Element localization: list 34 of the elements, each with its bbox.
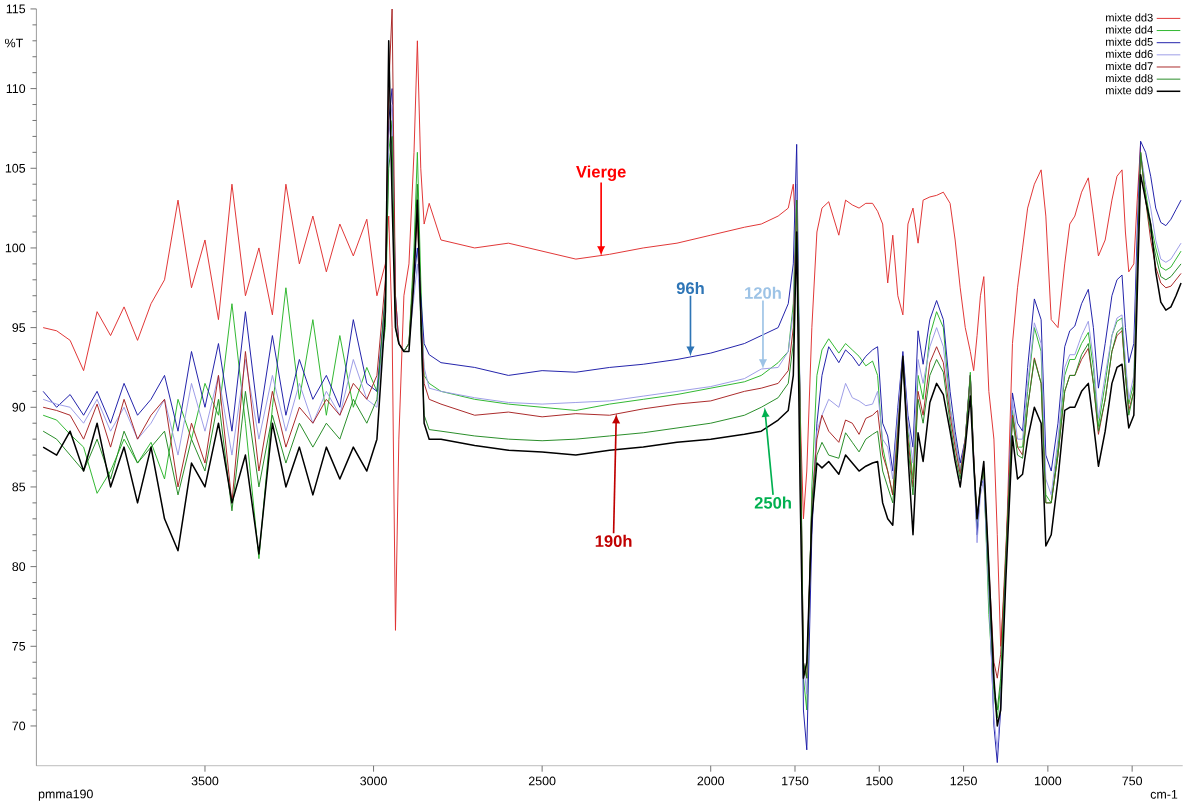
y-tick-label: 90	[12, 402, 26, 412]
y-tick-label: 85	[12, 482, 26, 492]
x-tick-label: 2500	[528, 776, 556, 786]
y-axis-title: %T	[5, 38, 23, 48]
legend-label: mixte dd3	[1106, 13, 1153, 22]
x-tick-label: 1750	[782, 776, 809, 786]
y-tick-label: 115	[6, 4, 26, 14]
x-tick-label: 750	[1122, 776, 1143, 786]
y-tick-label: 105	[5, 163, 26, 173]
annotation: Vierge	[576, 165, 626, 181]
legend-label: mixte dd7	[1106, 61, 1153, 70]
x-tick-label: 2000	[697, 776, 725, 786]
x-axis-title: cm-1	[1150, 789, 1178, 799]
annotation: 96h	[676, 281, 704, 294]
y-tick-label: 70	[12, 721, 26, 731]
annotation: 250h	[754, 496, 791, 509]
y-tick-label: 80	[12, 562, 26, 571]
y-tick-label: 95	[12, 323, 26, 332]
legend-label: mixte dd4	[1106, 25, 1153, 34]
x-tick-label: 1500	[866, 776, 893, 786]
annotation: 190h	[595, 534, 632, 547]
y-tick-label: 100	[5, 243, 26, 253]
y-tick-label: 75	[12, 641, 26, 651]
y-tick-label: 110	[6, 84, 26, 93]
x-tick-label: 1250	[950, 776, 977, 786]
legend-label: mixte dd5	[1106, 37, 1153, 46]
x-tick-label: 1000	[1034, 776, 1062, 786]
legend-label: mixte dd6	[1106, 49, 1153, 58]
annotation: 120h	[745, 286, 781, 299]
legend-label: mixte dd8	[1106, 73, 1153, 83]
x-tick-label: 3500	[191, 776, 219, 786]
text: pmma190	[38, 789, 93, 801]
x-tick-label: 3000	[360, 776, 387, 786]
legend-label: mixte dd9	[1106, 86, 1153, 95]
